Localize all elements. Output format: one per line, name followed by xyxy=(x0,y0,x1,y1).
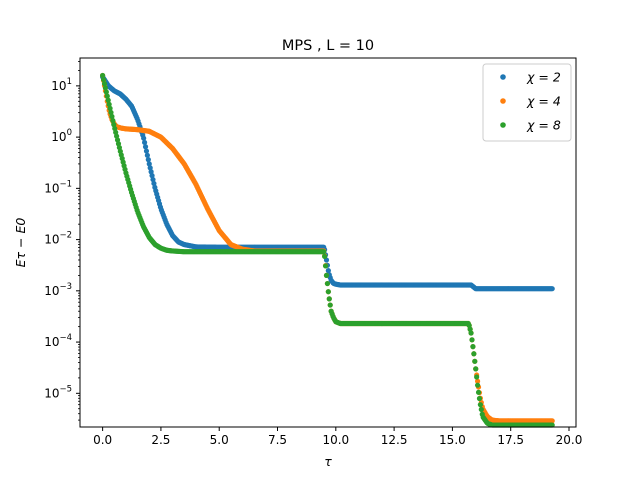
data-point xyxy=(110,117,116,124)
data-point xyxy=(106,101,112,107)
data-point xyxy=(143,148,150,154)
data-point xyxy=(474,382,481,388)
data-point xyxy=(478,406,484,413)
x-axis-label: τ xyxy=(324,454,332,469)
series-chi-8 xyxy=(100,72,555,428)
legend-label: χ = 8 xyxy=(526,118,561,133)
data-point xyxy=(475,389,482,395)
x-tick-label: 7.5 xyxy=(268,433,287,447)
data-point xyxy=(476,395,483,402)
data-point xyxy=(468,330,474,336)
data-point xyxy=(549,286,555,292)
data-point xyxy=(471,351,477,357)
data-point xyxy=(549,422,555,428)
x-tick-label: 15.0 xyxy=(439,433,466,447)
y-tick-label: 10−3 xyxy=(44,282,72,298)
data-point xyxy=(477,402,483,408)
x-tick-label: 10.0 xyxy=(322,433,349,447)
data-point xyxy=(327,302,333,308)
data-point xyxy=(322,253,328,260)
y-tick-label: 10−4 xyxy=(44,333,72,349)
data-point xyxy=(111,122,117,128)
legend-marker xyxy=(500,122,506,128)
data-point xyxy=(147,165,153,171)
data-point xyxy=(474,378,481,384)
data-point xyxy=(151,180,157,187)
data-point xyxy=(105,97,111,103)
data-point xyxy=(149,173,155,179)
data-point xyxy=(474,374,480,380)
chart-title: MPS , L = 10 xyxy=(282,38,374,54)
legend-label: χ = 4 xyxy=(526,94,561,109)
y-tick-label: 101 xyxy=(51,77,72,93)
data-point xyxy=(144,152,150,158)
legend-marker xyxy=(500,74,506,80)
y-tick-label: 10−5 xyxy=(44,384,72,400)
x-tick-label: 20.0 xyxy=(556,433,583,447)
x-tick-label: 5.0 xyxy=(210,433,229,447)
data-point xyxy=(102,85,109,91)
data-point xyxy=(141,139,148,146)
data-point xyxy=(107,105,113,111)
data-point xyxy=(141,135,147,141)
x-tick-label: 0.0 xyxy=(93,433,112,447)
data-point xyxy=(150,176,156,183)
data-point xyxy=(322,263,329,269)
data-point xyxy=(325,268,331,274)
plot-frame xyxy=(79,57,577,428)
data-point xyxy=(470,344,476,350)
data-point xyxy=(326,296,332,302)
axes-layer: 0.0 2.5 5.0 7.5 10.0 12.5 15.0 17.5 20.0 10−5 10−4… xyxy=(13,57,583,469)
x-tick-label: 12.5 xyxy=(381,433,408,447)
data-point xyxy=(103,89,109,95)
legend: χ = 2 χ = 4 χ = 8 xyxy=(482,63,572,142)
data-point xyxy=(148,169,154,175)
data-point xyxy=(108,109,114,116)
data-point xyxy=(323,272,330,279)
data-point xyxy=(146,161,152,167)
data-point xyxy=(100,76,107,83)
data-point xyxy=(472,358,478,364)
y-tick-label: 100 xyxy=(51,128,72,144)
data-point xyxy=(321,249,327,255)
data-point xyxy=(104,93,110,99)
legend-marker xyxy=(500,98,506,104)
data-point xyxy=(469,337,475,343)
y-axis-label: Eτ − E0 xyxy=(13,218,28,268)
x-tick-label: 17.5 xyxy=(497,433,524,447)
data-point xyxy=(549,418,555,424)
series-layer xyxy=(100,72,555,428)
y-tick-label: 10−1 xyxy=(44,179,72,195)
data-point xyxy=(101,81,108,87)
data-point xyxy=(473,366,479,372)
data-point xyxy=(100,72,106,79)
data-point xyxy=(325,289,331,295)
legend-label: χ = 2 xyxy=(526,70,561,85)
data-point xyxy=(145,157,151,163)
y-tick-label: 10−2 xyxy=(44,231,72,247)
data-point xyxy=(142,144,149,150)
legend-box xyxy=(482,63,572,142)
x-tick-label: 2.5 xyxy=(151,433,170,447)
data-point xyxy=(109,113,115,120)
data-point xyxy=(324,280,331,287)
